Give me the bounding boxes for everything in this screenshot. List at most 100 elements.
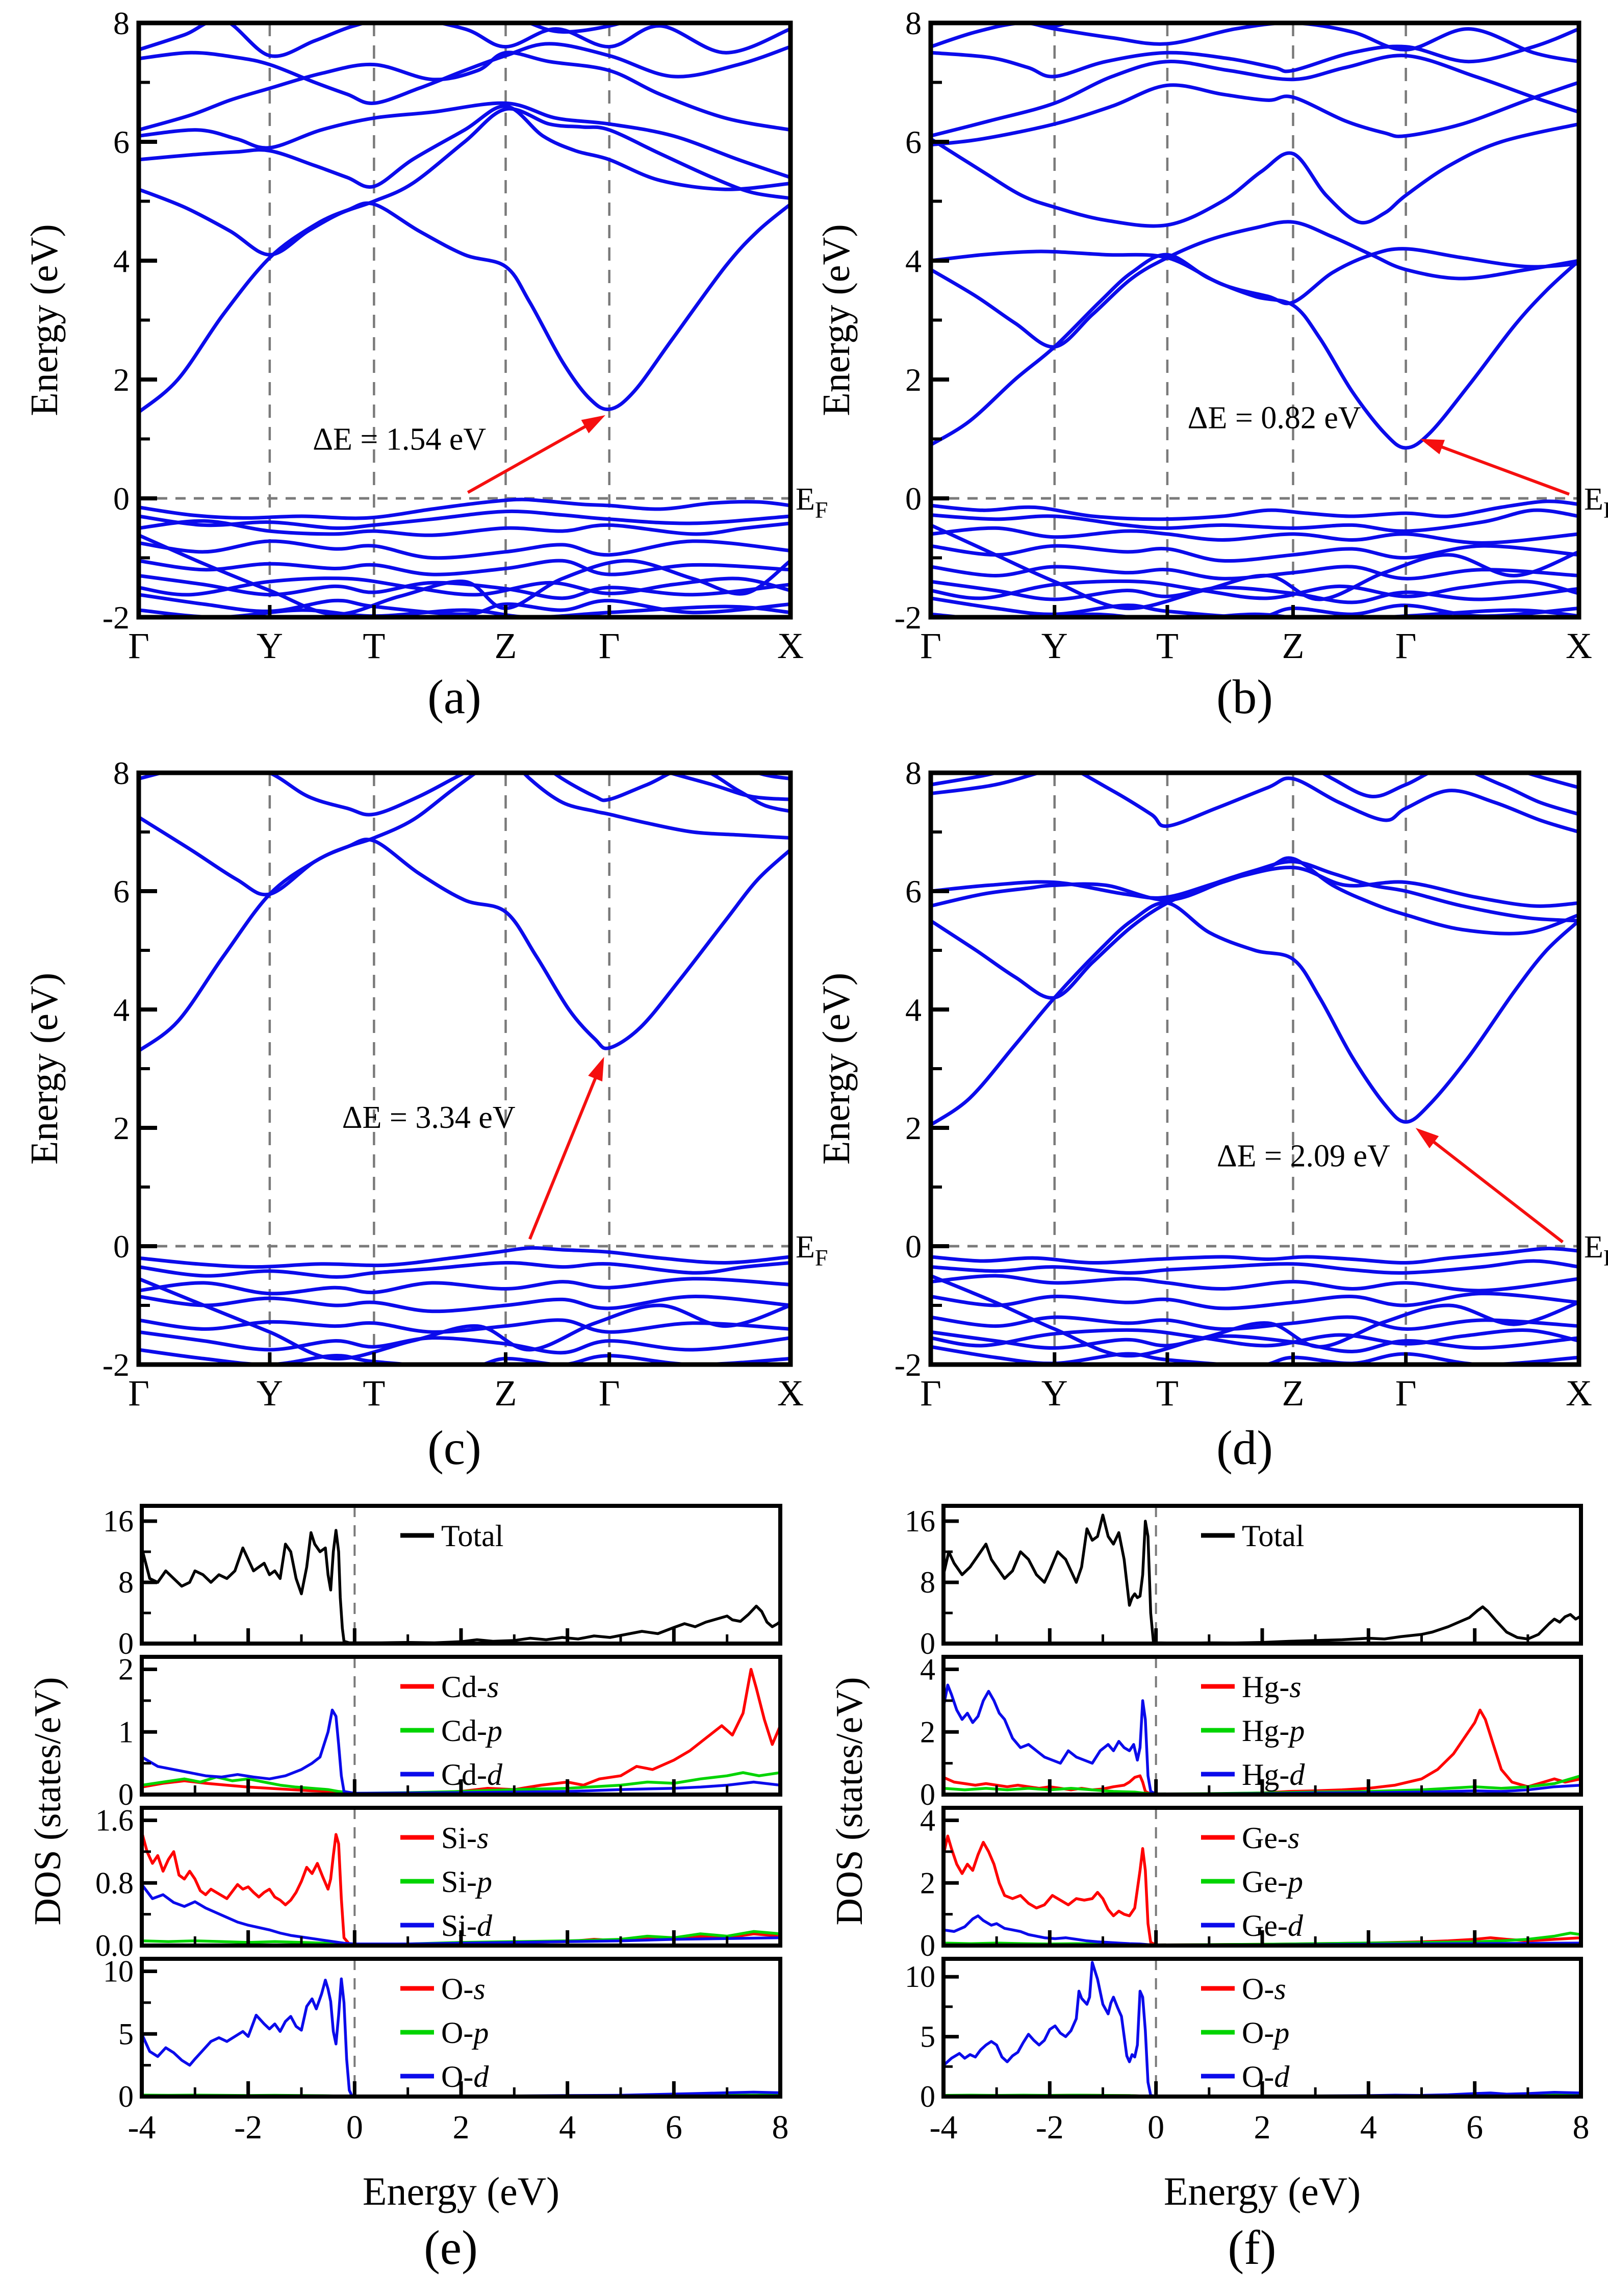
energy-band: [931, 122, 1579, 228]
band-curves: [931, 23, 1579, 617]
y-tick-label: 6: [905, 124, 922, 160]
legend-label-element: Hg-: [1242, 1758, 1289, 1792]
plot-border: [136, 770, 793, 1367]
y-tick-label: 10: [103, 1955, 134, 1988]
legend-label-element: Si-: [441, 1821, 477, 1855]
energy-band: [931, 1330, 1579, 1354]
k-point-label: X: [1566, 1373, 1592, 1414]
energy-band: [931, 23, 1579, 64]
y-axis-label: Energy (eV): [23, 224, 66, 416]
energy-band: [525, 23, 628, 34]
y-tick-label: -2: [103, 1347, 130, 1383]
legend-label: O-d: [1242, 2060, 1290, 2093]
energy-band: [931, 596, 1579, 617]
y-tick-label: 6: [113, 124, 130, 160]
energy-band: [1036, 23, 1070, 28]
energy-band: [931, 773, 1045, 796]
legend-label-element: Hg-: [1242, 1670, 1289, 1704]
legend-label-orbital: s: [1288, 1821, 1299, 1855]
legend-label-element: Si-: [441, 1909, 477, 1942]
y-tick-label: 2: [113, 362, 130, 398]
k-point-label: Z: [495, 625, 517, 666]
legend-label-element: O-: [1242, 2060, 1274, 2093]
legend-label-element: O-: [441, 2060, 473, 2093]
y-tick-label: 8: [113, 755, 130, 791]
energy-band: [931, 1274, 1579, 1358]
y-tick-label: 5: [118, 2017, 134, 2051]
legend-label-orbital: p: [1287, 1714, 1305, 1748]
band-curves: [139, 773, 790, 1365]
legend-label-element: O-: [1242, 2016, 1274, 2050]
x-tick-label: -2: [1036, 2109, 1064, 2146]
legend-label: Si-d: [441, 1909, 493, 1942]
delta-e-annotation: ΔE = 1.54 eV: [313, 422, 486, 457]
k-point-label: Z: [495, 1373, 517, 1414]
k-point-label: Z: [1282, 625, 1304, 666]
energy-band: [931, 579, 1579, 600]
y-tick-label: 4: [905, 992, 922, 1028]
panel-letter: (a): [427, 670, 481, 724]
y-tick-label: 4: [920, 1653, 935, 1686]
y-axis-label: Energy (eV): [23, 973, 66, 1165]
energy-band: [931, 523, 1579, 611]
k-point-label: X: [777, 625, 804, 666]
energy-band: [139, 509, 790, 530]
energy-band: [139, 519, 790, 537]
y-tick-label: 2: [920, 1866, 935, 1900]
energy-band: [139, 104, 790, 191]
legend-label-orbital: p: [1286, 1865, 1303, 1899]
energy-band: [139, 51, 790, 132]
y-tick-label: 0: [113, 1228, 130, 1265]
energy-band: [931, 608, 1579, 617]
energy-band: [139, 1277, 790, 1361]
fermi-label-sub: F: [1603, 497, 1608, 523]
y-tick-label: 4: [920, 1804, 935, 1837]
energy-band: [931, 1292, 1579, 1310]
energy-band: [931, 565, 1579, 581]
energy-band: [139, 1330, 790, 1355]
legend-label-orbital: d: [477, 1909, 493, 1942]
legend-label: Ge-d: [1242, 1909, 1304, 1942]
panel-letter: (e): [424, 2221, 477, 2275]
y-tick-label: 2: [920, 1715, 935, 1749]
y-tick-label: 10: [905, 1960, 935, 1994]
energy-band: [139, 593, 790, 616]
k-point-label: Γ: [599, 625, 620, 666]
energy-band: [931, 508, 1579, 533]
y-tick-label: 0: [905, 481, 922, 517]
fermi-label-main: E: [796, 1230, 815, 1265]
y-axis-label: Energy (eV): [815, 224, 858, 416]
legend-label-element: Ge-: [1242, 1909, 1288, 1942]
legend-label-element: Total: [1242, 1519, 1304, 1553]
k-point-label: Γ: [599, 1373, 620, 1414]
legend-label-orbital: d: [1274, 2060, 1290, 2093]
dos-curves: [142, 1831, 780, 1946]
legend-label: Si-p: [441, 1865, 492, 1899]
legend-label-orbital: p: [471, 2016, 489, 2050]
x-tick-label: 4: [559, 2109, 576, 2146]
legend-label: Hg-p: [1242, 1714, 1305, 1748]
y-tick-label: 8: [905, 5, 922, 41]
energy-band: [139, 533, 790, 616]
y-tick-label: 0: [905, 1228, 922, 1265]
energy-band: [139, 773, 469, 817]
fermi-label: EF: [796, 482, 828, 523]
x-tick-label: 0: [1147, 2109, 1164, 2146]
y-tick-label: 0: [920, 1929, 935, 1962]
energy-band: [931, 27, 1579, 79]
k-point-label: X: [1566, 625, 1592, 666]
delta-e-annotation: ΔE = 0.82 eV: [1188, 401, 1361, 436]
legend-label: O-d: [441, 2060, 489, 2093]
delta-e-arrow-line: [1430, 1138, 1564, 1244]
x-tick-label: -4: [930, 2109, 958, 2146]
fermi-label-sub: F: [815, 1245, 828, 1271]
legend-label-element: Total: [441, 1519, 503, 1553]
energy-band: [139, 1277, 790, 1296]
legend-label-element: Cd-: [441, 1670, 487, 1704]
legend-label-orbital: s: [487, 1670, 499, 1704]
